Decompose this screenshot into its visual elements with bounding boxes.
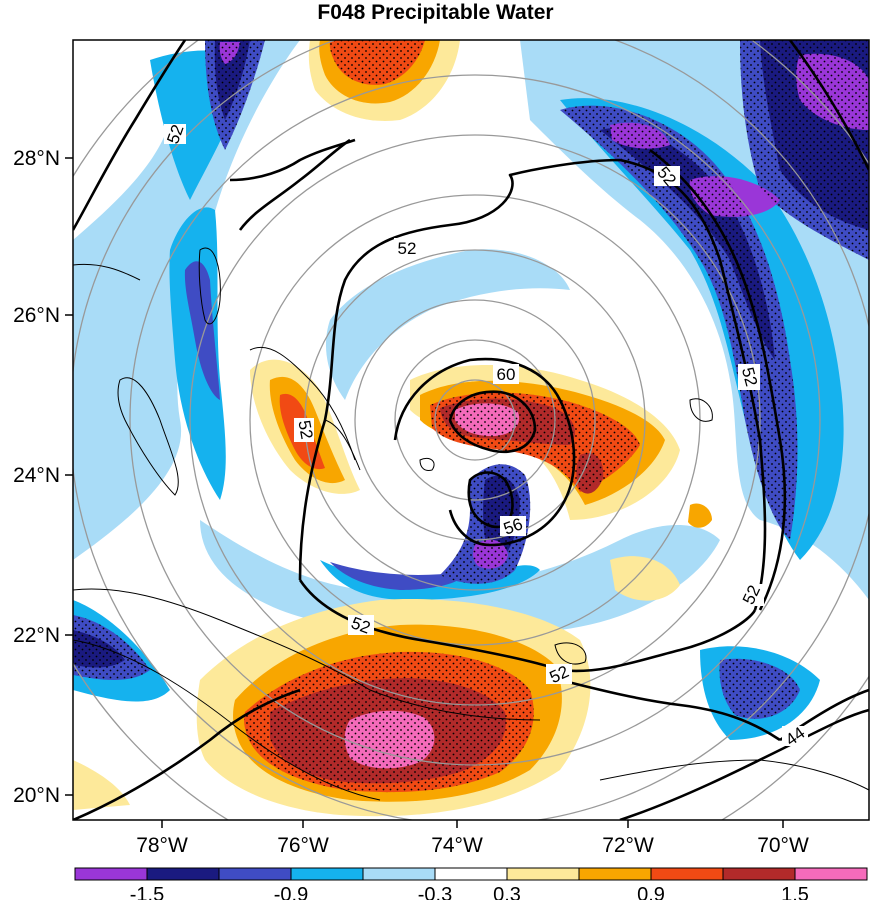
lon-label: 74°W	[431, 834, 483, 857]
lon-label: 70°W	[757, 834, 809, 857]
contour-label-bg	[738, 364, 760, 390]
contour-60-core	[448, 390, 537, 454]
lat-label: 20°N	[13, 784, 60, 807]
coastline-exuma	[324, 419, 361, 471]
contour-label-bg	[654, 166, 680, 186]
colorbar-label: 0.9	[637, 884, 665, 900]
coastline-inagua	[554, 642, 587, 665]
range-rings	[73, 40, 869, 820]
stipple-east	[560, 105, 798, 540]
colorbar-label: 1.5	[781, 884, 809, 900]
light-blue-inner-ring	[325, 249, 570, 400]
contour-52-southeast	[559, 678, 781, 742]
coastline-andros	[117, 377, 179, 496]
colorbar-swatch	[650, 867, 724, 881]
lat-label: 22°N	[13, 624, 60, 647]
contour-52-sw	[73, 688, 301, 820]
contour-label-bg	[394, 238, 420, 258]
map-title: F048 Precipitable Water	[317, 1, 554, 24]
yellow-band-sw	[73, 760, 130, 810]
light-blue-band-south	[200, 520, 720, 636]
stipple-north	[205, 40, 265, 150]
colorbar-swatch	[146, 867, 220, 881]
coastline-cuba	[73, 588, 541, 721]
lon-label: 78°W	[136, 834, 188, 857]
contour-label-bg	[294, 418, 314, 442]
colorbar-label: -1.5	[130, 884, 164, 900]
contour-label-52: 52	[398, 239, 417, 258]
contour-label-bg	[164, 124, 186, 144]
coastline-island-center	[419, 457, 435, 471]
contour-52-east	[649, 148, 787, 611]
colorbar-swatch	[506, 867, 580, 881]
contour-label-bg	[740, 584, 764, 606]
range-ring	[434, 379, 516, 461]
coastline-abaco	[198, 247, 221, 325]
blue-band-west	[184, 261, 220, 400]
contour-label-bg	[493, 364, 519, 384]
lat-label: 28°N	[13, 147, 60, 170]
contour-ne-curve	[788, 40, 869, 171]
lat-axis	[65, 157, 73, 796]
contour-label-52: 52	[294, 419, 316, 441]
contour-labels: 52 52 52 52 52 52 52 60 56 44 52	[163, 122, 808, 750]
lat-label: 24°N	[13, 464, 60, 487]
range-ring	[354, 299, 596, 541]
colorbar-swatch	[362, 867, 436, 881]
colorbar-swatch	[794, 867, 868, 881]
range-ring	[394, 339, 556, 501]
lat-label: 26°N	[13, 304, 60, 327]
contour-north-curl	[229, 138, 356, 182]
lon-label: 72°W	[602, 834, 654, 857]
colorbar-swatch	[218, 867, 292, 881]
colorbar-swatch	[722, 867, 796, 881]
contour-label-bg	[500, 516, 526, 536]
contour-52-west	[73, 40, 187, 231]
range-ring	[189, 134, 761, 706]
yellow-band-se	[610, 556, 680, 601]
contour-label-bg	[782, 726, 808, 746]
stipple-south-red	[244, 651, 534, 793]
lon-label: 76°W	[277, 834, 329, 857]
contour-label-60: 60	[497, 365, 516, 384]
contour-44-se2	[619, 708, 869, 820]
stipple-center-red	[430, 392, 640, 492]
orange-band-se	[688, 503, 712, 528]
stipple-ne	[740, 40, 869, 260]
colorbar: -1.5 -0.9 -0.3 0.3 0.9 1.5	[74, 867, 868, 900]
range-ring	[129, 74, 821, 766]
lon-axis	[161, 820, 784, 828]
contour-label-bg	[546, 664, 572, 684]
colorbar-label: -0.3	[418, 884, 452, 900]
coastline-cuba-south	[73, 639, 381, 801]
contour-label-52: 52	[738, 365, 761, 388]
colorbar-label: 0.3	[493, 884, 521, 900]
contour-52-coastal	[238, 138, 351, 231]
coastline-bahamas-chain	[249, 346, 356, 461]
colorbar-swatch	[578, 867, 652, 881]
colorbar-swatch	[434, 867, 508, 881]
contour-60-inner	[393, 357, 576, 547]
plot-frame	[72, 39, 870, 821]
colorbar-swatch	[290, 867, 364, 881]
contour-label-bg	[348, 615, 374, 635]
coastline-florida	[73, 263, 141, 281]
colorbar-label: -0.9	[274, 884, 308, 900]
stipple-sw	[73, 615, 150, 680]
colorbar-swatch	[74, 867, 148, 881]
map-field: 52 52 52 52 52 52 52 60 56 44 52	[73, 40, 869, 820]
stipple-se	[719, 658, 800, 719]
contour-52-loop	[298, 158, 767, 611]
stipple-north-red	[329, 40, 425, 85]
coastline-island-east	[689, 398, 713, 422]
